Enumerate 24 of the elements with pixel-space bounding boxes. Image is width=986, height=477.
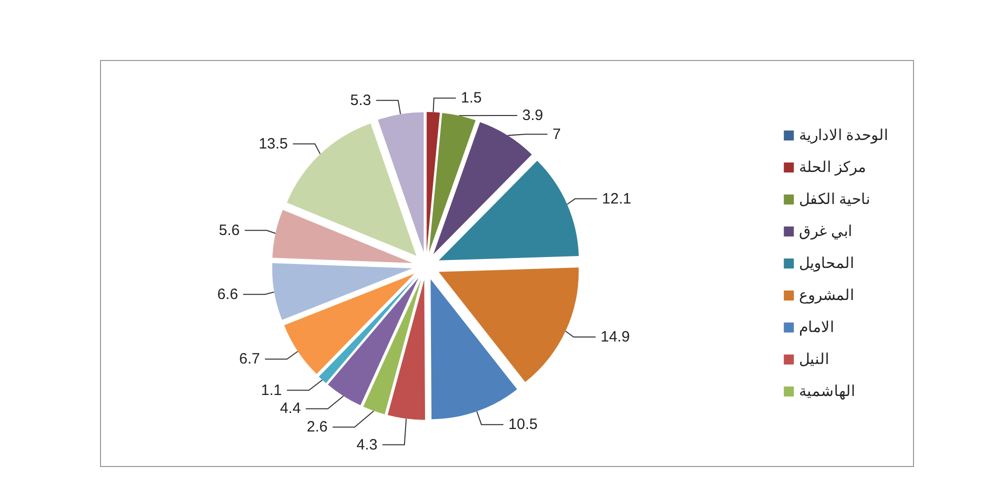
data-label: 6.7 (239, 350, 260, 368)
legend-label: مركز الحلة (798, 159, 866, 176)
legend-label: المحاويل (798, 255, 854, 272)
legend-label: ناحية الكفل (798, 191, 870, 208)
data-label: 14.9 (600, 328, 630, 346)
data-label: 1.1 (261, 382, 282, 399)
legend-label: الهاشمية (798, 383, 855, 400)
data-label: 12.1 (602, 190, 632, 208)
data-label: 4.3 (356, 436, 378, 454)
data-label: 4.4 (280, 400, 301, 418)
data-label: 7 (552, 126, 561, 143)
data-label: 6.6 (217, 286, 238, 303)
legend-label: ابي غرق (798, 223, 852, 240)
legend-label: النيل (798, 351, 829, 368)
data-label: 5.6 (218, 222, 240, 239)
legend-label: الامام (798, 319, 834, 336)
data-label: 3.9 (522, 107, 544, 124)
data-label: 5.3 (350, 92, 372, 109)
data-label: 1.5 (460, 90, 482, 107)
legend-label: الوحدة الادارية (798, 127, 888, 144)
data-label: 10.5 (508, 416, 538, 434)
data-label: 2.6 (306, 418, 328, 436)
legend-label: المشروع (798, 287, 854, 304)
data-label: 13.5 (258, 135, 288, 152)
